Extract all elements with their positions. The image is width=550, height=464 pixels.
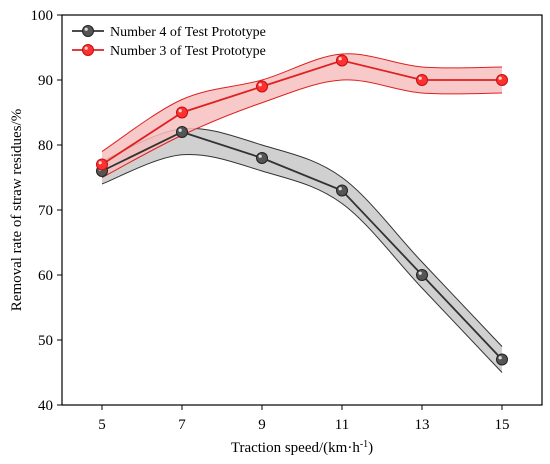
- y-tick-label: 80: [38, 138, 53, 154]
- x-tick-label: 11: [335, 417, 349, 433]
- y-axis-label: Removal rate of straw residues/%: [9, 109, 25, 311]
- data-point: [496, 74, 508, 86]
- data-point-highlight: [498, 76, 502, 80]
- data-point: [256, 152, 268, 164]
- legend-marker-highlight: [84, 27, 88, 31]
- data-point-highlight: [258, 154, 262, 158]
- y-tick-label: 70: [38, 203, 53, 219]
- x-tick-label: 5: [98, 417, 106, 433]
- series-markers: [96, 54, 508, 366]
- x-tick-label: 13: [415, 417, 430, 433]
- data-point: [336, 54, 348, 67]
- band-lower-edge: [101, 153, 503, 373]
- data-point: [416, 74, 428, 86]
- data-point: [416, 269, 428, 281]
- x-tick-label: 7: [178, 417, 186, 433]
- data-point: [96, 158, 108, 171]
- x-axis-label: Traction speed/(km·h-1): [231, 439, 373, 457]
- data-point-highlight: [98, 161, 102, 165]
- legend-marker: [82, 44, 94, 56]
- y-tick-label: 100: [31, 8, 54, 24]
- confidence-band: [102, 53, 502, 178]
- band-upper-edge: [101, 53, 503, 152]
- series-line: [101, 131, 503, 361]
- legend: Number 4 of Test Prototype Number 3 of Te…: [72, 25, 266, 59]
- y-tick-label: 40: [38, 398, 53, 414]
- data-point: [496, 353, 508, 366]
- y-tick-label: 50: [38, 333, 53, 349]
- legend-label: Number 3 of Test Prototype: [110, 44, 266, 59]
- band-lower-edge: [101, 79, 503, 178]
- data-point: [336, 184, 348, 197]
- legend-marker-highlight: [84, 46, 88, 50]
- confidence-band: [102, 128, 502, 373]
- y-tick-label: 60: [38, 268, 53, 284]
- series-lines: [101, 59, 503, 361]
- y-axis-ticks: 40 50 60 70 80 90 100: [31, 8, 62, 414]
- series-line: [101, 59, 502, 166]
- data-point-highlight: [418, 271, 422, 275]
- data-point-highlight: [338, 57, 342, 61]
- data-point: [176, 126, 188, 138]
- data-point-highlight: [178, 109, 182, 113]
- x-axis-ticks: 5 7 9 11 13 15: [98, 405, 510, 433]
- legend-label: Number 4 of Test Prototype: [110, 25, 266, 40]
- y-tick-label: 90: [38, 73, 53, 89]
- data-point-highlight: [498, 356, 502, 360]
- data-point: [176, 106, 188, 119]
- data-point: [256, 80, 268, 93]
- data-point-highlight: [178, 128, 182, 132]
- confidence-bands: [101, 53, 503, 373]
- data-point-highlight: [338, 187, 342, 191]
- x-tick-label: 9: [258, 417, 266, 433]
- data-point-highlight: [418, 76, 422, 80]
- legend-marker: [82, 25, 94, 37]
- x-tick-label: 15: [495, 417, 510, 433]
- data-point-highlight: [258, 83, 262, 87]
